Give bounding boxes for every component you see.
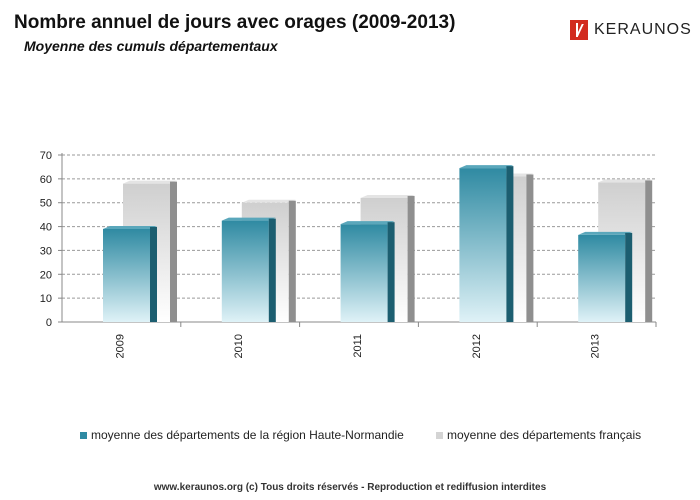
legend-swatch-blue — [80, 431, 87, 439]
keraunos-logo-icon — [570, 20, 588, 40]
x-tick-label: 2009 — [114, 334, 126, 358]
x-tick-label: 2013 — [590, 334, 602, 358]
bar-haute-normandie-top — [103, 225, 157, 229]
bar-france-top — [241, 199, 296, 203]
bar-france-side — [526, 174, 534, 322]
bar-haute-normandie-top — [340, 221, 395, 225]
y-tick-label: 10 — [40, 293, 52, 305]
y-tick-label: 60 — [40, 174, 52, 186]
bar-haute-normandie-top — [459, 165, 514, 169]
bar-france-top — [123, 180, 177, 184]
y-tick-label: 0 — [46, 317, 52, 329]
bar-haute-normandie-top — [221, 217, 276, 221]
bar-haute-normandie — [103, 228, 150, 322]
x-tick-label: 2012 — [471, 334, 483, 358]
x-tick-label: 2010 — [233, 334, 245, 358]
keraunos-logo: KERAUNOS — [570, 20, 692, 40]
bar-haute-normandie — [340, 224, 388, 322]
bar-haute-normandie-side — [268, 218, 276, 322]
legend-item-haute-normandie: moyenne des départements de la région Ha… — [80, 428, 404, 442]
logo-text: KERAUNOS — [594, 21, 692, 38]
legend-swatch-grey — [436, 431, 443, 439]
legend-label: moyenne des départements français — [447, 428, 642, 442]
bar-haute-normandie — [221, 220, 269, 322]
y-tick-label: 50 — [40, 198, 52, 210]
bar-france-side — [170, 181, 177, 322]
x-tick-label: 2011 — [352, 334, 364, 358]
bar-haute-normandie-side — [506, 166, 514, 322]
y-tick-label: 30 — [40, 245, 52, 257]
bar-haute-normandie-side — [387, 222, 395, 322]
footer-copyright: www.keraunos.org (c) Tous droits réservé… — [153, 482, 547, 493]
bar-chart: 0 10 20 30 40 50 60 70 2009 2010 2011 2012 2013 — [40, 150, 657, 358]
y-tick-label: 20 — [40, 269, 52, 281]
bar-haute-normandie — [459, 168, 507, 322]
bar-france-side — [645, 180, 653, 322]
legend-item-france: moyenne des départements français — [436, 428, 641, 442]
legend-label: moyenne des départements de la région Ha… — [91, 428, 404, 442]
y-tick-label: 40 — [40, 222, 52, 234]
chart-subtitle: Moyenne des cumuls départementaux — [24, 38, 278, 54]
bar-france-top — [598, 179, 653, 183]
bar-haute-normandie-side — [625, 232, 633, 322]
bar-haute-normandie-side — [150, 226, 157, 322]
bar-haute-normandie-top — [578, 231, 633, 235]
y-tick-label: 70 — [40, 150, 52, 162]
bar-france-top — [360, 194, 415, 198]
chart-title: Nombre annuel de jours avec orages (2009… — [14, 12, 456, 33]
bar-france-side — [407, 195, 415, 322]
bar-france-side — [288, 200, 296, 322]
bar-haute-normandie — [578, 234, 626, 322]
